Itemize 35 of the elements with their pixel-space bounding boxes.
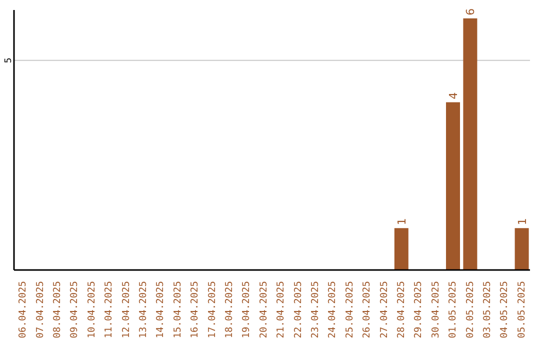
data-label: 1 — [516, 218, 529, 226]
x-tick-label: 30.04.2025 — [430, 281, 442, 338]
x-tick-label: 19.04.2025 — [241, 281, 252, 338]
x-tick-label: 14.04.2025 — [155, 281, 166, 338]
x-tick-label: 18.04.2025 — [224, 281, 235, 338]
data-label: 1 — [395, 218, 408, 226]
x-tick-label: 28.04.2025 — [396, 281, 407, 338]
x-tick-label: 03.05.2025 — [482, 281, 493, 338]
x-tick-label: 08.04.2025 — [52, 281, 63, 338]
x-tick-label: 16.04.2025 — [190, 281, 201, 338]
x-tick-label: 04.05.2025 — [499, 281, 510, 338]
x-tick-label: 26.04.2025 — [362, 281, 373, 338]
x-tick-label: 21.04.2025 — [276, 281, 287, 338]
x-tick-label: 05.05.2025 — [516, 281, 528, 338]
x-tick-label: 07.04.2025 — [34, 281, 46, 338]
x-tick-label: 17.04.2025 — [206, 281, 218, 338]
data-label: 4 — [447, 92, 460, 100]
x-tick-label: 12.04.2025 — [120, 281, 132, 338]
x-tick-label: 06.04.2025 — [18, 281, 29, 338]
y-tick-label: 5 — [4, 57, 14, 64]
x-tick-label: 11.04.2025 — [104, 281, 115, 338]
x-tick-label: 24.04.2025 — [327, 281, 338, 338]
x-tick-label: 09.04.2025 — [69, 281, 80, 338]
x-tick-label: 02.05.2025 — [464, 281, 476, 338]
x-tick-label: 29.04.2025 — [413, 281, 424, 338]
data-label: 6 — [464, 8, 478, 16]
x-tick-label: 23.04.2025 — [310, 281, 321, 338]
x-tick-label: 10.04.2025 — [86, 281, 98, 338]
x-tick-label: 15.04.2025 — [172, 281, 184, 338]
x-tick-label: 13.04.2025 — [138, 281, 149, 338]
x-tick-label: 01.05.2025 — [448, 281, 459, 338]
x-tick-label: 20.04.2025 — [258, 281, 270, 338]
x-tick-label: 22.04.2025 — [292, 281, 304, 338]
x-tick-label: 27.04.2025 — [378, 281, 390, 338]
x-tick-label: 25.04.2025 — [344, 281, 356, 338]
